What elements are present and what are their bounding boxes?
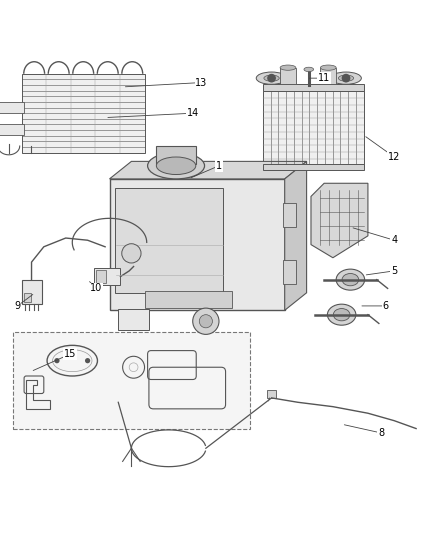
- Ellipse shape: [264, 75, 279, 81]
- Text: 4: 4: [391, 235, 397, 245]
- Text: 14: 14: [187, 108, 199, 118]
- Bar: [94, 268, 120, 285]
- Text: 6: 6: [382, 301, 389, 311]
- Ellipse shape: [320, 65, 336, 70]
- Ellipse shape: [333, 309, 350, 321]
- Ellipse shape: [148, 152, 205, 179]
- Bar: [263, 84, 364, 91]
- Bar: [115, 188, 223, 293]
- Circle shape: [267, 74, 276, 83]
- Bar: [24, 293, 31, 302]
- Circle shape: [122, 244, 141, 263]
- Ellipse shape: [327, 304, 356, 325]
- Text: 5: 5: [391, 266, 397, 276]
- Bar: [96, 270, 106, 283]
- Text: 12: 12: [388, 152, 400, 162]
- Ellipse shape: [280, 65, 296, 70]
- Text: 11: 11: [318, 73, 330, 83]
- Bar: [13, 332, 250, 429]
- Circle shape: [342, 74, 350, 83]
- Polygon shape: [285, 161, 307, 310]
- Bar: [263, 91, 364, 166]
- Bar: [118, 309, 149, 330]
- Ellipse shape: [342, 273, 359, 286]
- Bar: [145, 292, 232, 308]
- Bar: [263, 164, 364, 170]
- Circle shape: [199, 314, 212, 328]
- Ellipse shape: [156, 157, 196, 174]
- Text: 1: 1: [216, 161, 222, 171]
- Ellipse shape: [336, 269, 364, 290]
- Ellipse shape: [338, 75, 354, 81]
- Circle shape: [54, 358, 60, 364]
- Circle shape: [85, 358, 90, 364]
- Ellipse shape: [256, 72, 287, 84]
- Bar: [22, 74, 145, 152]
- Bar: [267, 390, 276, 398]
- Text: 15: 15: [64, 349, 76, 359]
- Bar: [320, 68, 336, 84]
- Text: 13: 13: [195, 77, 208, 87]
- Bar: [283, 203, 296, 227]
- Ellipse shape: [304, 67, 314, 71]
- Polygon shape: [311, 183, 368, 258]
- Circle shape: [193, 308, 219, 334]
- Bar: [110, 179, 285, 310]
- Ellipse shape: [331, 72, 361, 84]
- Bar: [0, 102, 24, 113]
- Bar: [283, 260, 296, 284]
- Text: 9: 9: [14, 301, 21, 311]
- Bar: [22, 280, 42, 304]
- Bar: [280, 68, 296, 84]
- Text: 8: 8: [378, 428, 384, 438]
- Bar: [156, 146, 196, 164]
- Polygon shape: [110, 161, 307, 179]
- Bar: [0, 124, 24, 135]
- Text: 10: 10: [90, 284, 102, 293]
